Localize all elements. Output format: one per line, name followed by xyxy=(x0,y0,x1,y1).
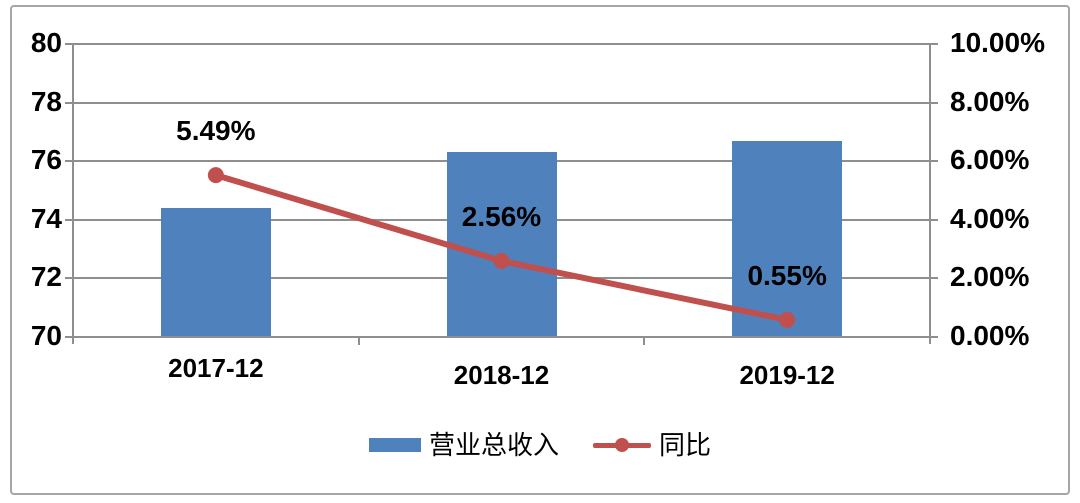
gridline xyxy=(65,336,938,338)
right-axis-tick-label: 6.00% xyxy=(950,144,1030,176)
bar-swatch-icon xyxy=(368,438,421,452)
trend-line-layer xyxy=(207,167,796,328)
legend-label-yoy: 同比 xyxy=(659,430,712,460)
plot-area xyxy=(65,43,938,345)
left-axis-tick-label: 70 xyxy=(30,320,62,351)
gridline xyxy=(65,101,938,104)
right-axis-tick-label: 4.00% xyxy=(950,202,1030,234)
point-label: 0.55% xyxy=(747,259,827,291)
data-point-marker xyxy=(493,252,510,269)
bar-2017-12 xyxy=(160,207,271,336)
left-axis-tick-label: 78 xyxy=(30,85,62,117)
x-axis-tick xyxy=(357,336,360,345)
right-axis-tick-label: 2.00% xyxy=(950,261,1030,293)
point-label: 5.49% xyxy=(176,115,256,147)
right-axis-tick-label: 10.00% xyxy=(950,27,1045,58)
legend-label-revenue: 营业总收入 xyxy=(428,430,559,460)
gridline xyxy=(65,43,938,45)
right-axis-tick-label: 0.00% xyxy=(950,320,1030,351)
x-axis-tick xyxy=(643,336,646,345)
x-axis-label: 2018-12 xyxy=(453,360,550,390)
legend-item-revenue: 营业总收入 xyxy=(368,430,559,460)
point-label: 2.56% xyxy=(461,200,542,232)
left-axis-tick-label: 76 xyxy=(30,144,62,176)
axis-line xyxy=(929,43,931,344)
bar-2018-12 xyxy=(446,152,557,336)
left-axis-tick-label: 72 xyxy=(30,261,62,293)
left-axis-tick-label: 80 xyxy=(30,27,62,58)
legend-item-yoy: 同比 xyxy=(593,432,711,458)
x-axis-label: 2019-12 xyxy=(739,360,835,390)
bar-2019-12 xyxy=(732,140,843,336)
axis-line xyxy=(72,43,74,344)
legend: 营业总收入 同比 xyxy=(0,428,1080,462)
data-point-marker xyxy=(207,167,224,184)
x-axis-label: 2017-12 xyxy=(168,353,264,383)
trend-line xyxy=(212,172,791,323)
right-axis-tick-label: 8.00% xyxy=(950,85,1030,117)
left-axis-tick-label: 74 xyxy=(30,202,62,234)
line-swatch-icon xyxy=(593,438,651,452)
data-point-marker xyxy=(779,311,796,328)
